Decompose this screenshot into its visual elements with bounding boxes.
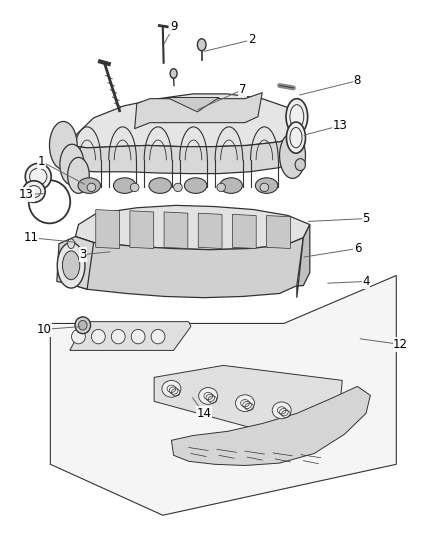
Ellipse shape (78, 320, 87, 330)
Polygon shape (75, 205, 310, 250)
Polygon shape (198, 213, 222, 248)
Polygon shape (297, 224, 310, 297)
Ellipse shape (260, 183, 269, 191)
Ellipse shape (131, 329, 145, 344)
Polygon shape (70, 94, 305, 148)
Ellipse shape (131, 183, 139, 191)
Polygon shape (70, 321, 191, 350)
Ellipse shape (295, 159, 305, 171)
Ellipse shape (113, 178, 136, 193)
Ellipse shape (162, 381, 181, 397)
Ellipse shape (149, 178, 171, 193)
Ellipse shape (67, 157, 89, 193)
Polygon shape (167, 98, 219, 112)
Ellipse shape (75, 317, 91, 334)
Polygon shape (130, 211, 154, 248)
Ellipse shape (92, 329, 105, 344)
Ellipse shape (67, 239, 74, 248)
Ellipse shape (173, 183, 182, 191)
Text: 6: 6 (353, 242, 361, 255)
Polygon shape (57, 237, 94, 289)
Ellipse shape (57, 243, 85, 288)
Text: 2: 2 (247, 34, 255, 46)
Ellipse shape (25, 164, 51, 190)
Polygon shape (134, 93, 262, 128)
Ellipse shape (272, 402, 291, 419)
Ellipse shape (199, 387, 218, 405)
Ellipse shape (23, 181, 45, 203)
Text: 13: 13 (19, 188, 34, 201)
Ellipse shape (87, 183, 96, 191)
Text: 9: 9 (170, 20, 177, 33)
Ellipse shape (286, 122, 305, 153)
Text: 14: 14 (196, 407, 212, 420)
Ellipse shape (220, 178, 242, 193)
Ellipse shape (236, 395, 254, 411)
Ellipse shape (198, 39, 206, 51)
Ellipse shape (71, 329, 85, 344)
Ellipse shape (286, 99, 307, 135)
Polygon shape (96, 209, 120, 248)
Text: 8: 8 (354, 74, 361, 87)
Ellipse shape (170, 69, 177, 78)
Text: 10: 10 (36, 323, 51, 336)
Polygon shape (63, 123, 305, 174)
Text: 1: 1 (38, 155, 46, 168)
Ellipse shape (49, 122, 77, 169)
Text: 3: 3 (79, 248, 86, 261)
Ellipse shape (111, 329, 125, 344)
Text: 12: 12 (393, 338, 408, 351)
Polygon shape (164, 212, 188, 248)
Ellipse shape (184, 178, 207, 193)
Polygon shape (233, 214, 256, 248)
Polygon shape (50, 276, 396, 515)
Text: 4: 4 (362, 275, 370, 288)
Polygon shape (267, 215, 290, 248)
Ellipse shape (255, 178, 278, 193)
Ellipse shape (279, 133, 305, 179)
Ellipse shape (217, 183, 226, 191)
Polygon shape (67, 237, 304, 297)
Polygon shape (171, 386, 371, 465)
Ellipse shape (60, 144, 84, 185)
Ellipse shape (63, 251, 80, 280)
Text: 7: 7 (239, 83, 247, 96)
Ellipse shape (151, 329, 165, 344)
Text: 13: 13 (332, 119, 347, 132)
Polygon shape (154, 366, 342, 434)
Text: 11: 11 (23, 231, 39, 244)
Text: 5: 5 (362, 212, 370, 225)
Ellipse shape (78, 178, 100, 193)
